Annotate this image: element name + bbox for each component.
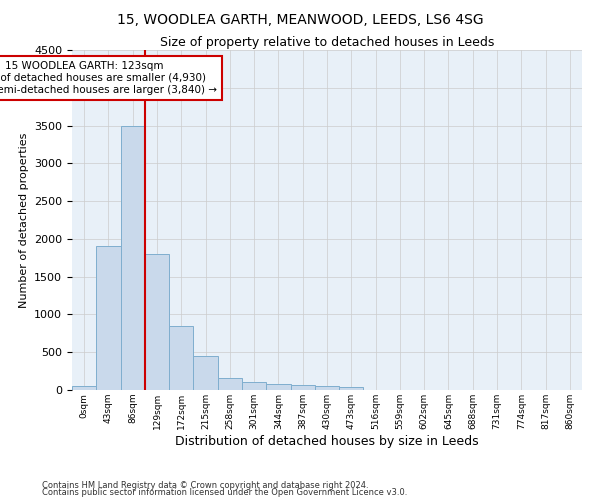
Bar xyxy=(96,246,121,390)
Bar xyxy=(72,386,96,390)
Bar xyxy=(266,384,290,390)
Text: Contains public sector information licensed under the Open Government Licence v3: Contains public sector information licen… xyxy=(42,488,407,497)
Bar xyxy=(290,386,315,390)
Bar xyxy=(242,382,266,390)
Text: 15 WOODLEA GARTH: 123sqm
← 56% of detached houses are smaller (4,930)
44% of sem: 15 WOODLEA GARTH: 123sqm ← 56% of detach… xyxy=(0,62,217,94)
Bar xyxy=(121,126,145,390)
Bar xyxy=(339,387,364,390)
X-axis label: Distribution of detached houses by size in Leeds: Distribution of detached houses by size … xyxy=(175,434,479,448)
Bar xyxy=(169,326,193,390)
Bar xyxy=(145,254,169,390)
Bar xyxy=(218,378,242,390)
Y-axis label: Number of detached properties: Number of detached properties xyxy=(19,132,29,308)
Bar xyxy=(315,386,339,390)
Text: Contains HM Land Registry data © Crown copyright and database right 2024.: Contains HM Land Registry data © Crown c… xyxy=(42,480,368,490)
Title: Size of property relative to detached houses in Leeds: Size of property relative to detached ho… xyxy=(160,36,494,49)
Text: 15, WOODLEA GARTH, MEANWOOD, LEEDS, LS6 4SG: 15, WOODLEA GARTH, MEANWOOD, LEEDS, LS6 … xyxy=(116,12,484,26)
Bar xyxy=(193,356,218,390)
